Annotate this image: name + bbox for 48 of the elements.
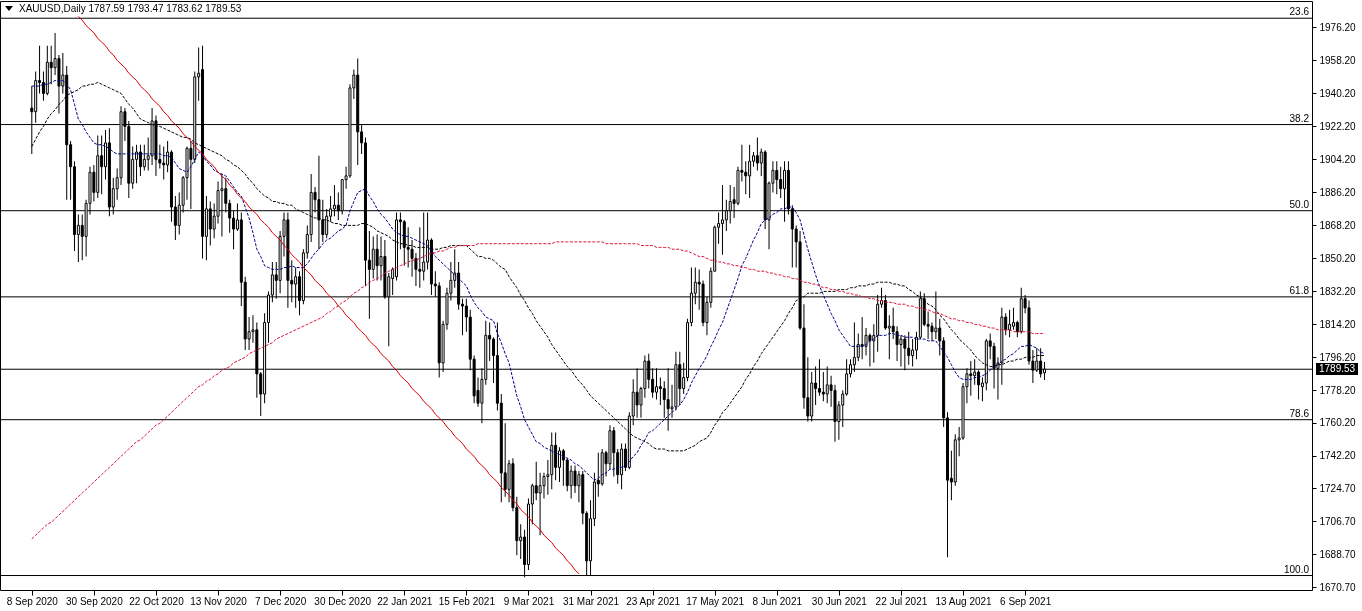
y-tick-label: 1688.70 xyxy=(1319,548,1357,560)
x-tick-label: 13 Nov 2020 xyxy=(190,595,248,607)
y-tick-label: 1796.20 xyxy=(1319,351,1357,363)
y-tick-label: 1886.20 xyxy=(1319,186,1357,198)
y-tick-label: 1706.70 xyxy=(1319,515,1357,527)
text: 38.2 xyxy=(1289,112,1310,124)
x-tick-label: 13 Aug 2021 xyxy=(935,595,993,607)
y-tick-label: 1742.20 xyxy=(1319,450,1357,462)
x-tick-label: 17 May 2021 xyxy=(686,595,745,607)
x-tick-label: 22 Jul 2021 xyxy=(875,595,928,607)
chart-title: XAUUSD,Daily 1787.59 1793.47 1783.62 1789.53 xyxy=(19,2,242,15)
x-tick-label: 7 Dec 2020 xyxy=(255,595,307,607)
line-series xyxy=(77,15,580,575)
x-tick-label: 31 Mar 2021 xyxy=(562,595,620,607)
y-tick-label: 1904.20 xyxy=(1319,153,1357,165)
x-tick-label: 6 Sep 2021 xyxy=(1000,595,1052,607)
y-tick-label: 1868.20 xyxy=(1319,219,1357,231)
text: 23.6 xyxy=(1289,6,1310,18)
x-tick-label: 22 Jan 2021 xyxy=(377,595,433,607)
y-tick-label: 1760.20 xyxy=(1319,417,1357,429)
text: 100.0 xyxy=(1283,563,1310,575)
y-tick-label: 1940.20 xyxy=(1319,87,1357,99)
y-tick-label: 1976.20 xyxy=(1319,21,1357,33)
x-tick-label: 8 Jun 2021 xyxy=(752,595,803,607)
y-tick-label: 1778.20 xyxy=(1319,384,1357,396)
x-tick-label: 9 Mar 2021 xyxy=(503,595,555,607)
x-tick-label: 8 Sep 2020 xyxy=(6,595,59,607)
y-tick-label: 1850.20 xyxy=(1319,252,1357,264)
y-tick-label: 1814.20 xyxy=(1319,318,1357,330)
candlestick xyxy=(821,372,825,402)
y-tick-label: 1670.70 xyxy=(1319,581,1357,593)
y-tick-label: 1958.20 xyxy=(1319,54,1357,66)
ref-line-label: 1789.53 xyxy=(1316,363,1359,375)
x-tick-label: 30 Dec 2020 xyxy=(314,595,372,607)
x-tick-label: 23 Apr 2021 xyxy=(626,595,681,607)
y-tick-label: 1922.20 xyxy=(1319,120,1357,132)
x-tick-label: 22 Oct 2020 xyxy=(129,595,185,607)
text: 61.8 xyxy=(1289,284,1310,296)
x-tick-label: 30 Sep 2020 xyxy=(66,595,124,607)
text: 50.0 xyxy=(1289,198,1310,210)
candlestick xyxy=(418,227,422,288)
x-tick-label: 30 Jun 2021 xyxy=(811,595,868,607)
text: 78.6 xyxy=(1289,407,1310,419)
y-tick-label: 1832.20 xyxy=(1319,285,1357,297)
line-series xyxy=(31,241,1046,540)
y-tick-label: 1724.70 xyxy=(1319,482,1357,494)
x-tick-label: 15 Feb 2021 xyxy=(438,595,496,607)
candlestick xyxy=(860,317,864,360)
